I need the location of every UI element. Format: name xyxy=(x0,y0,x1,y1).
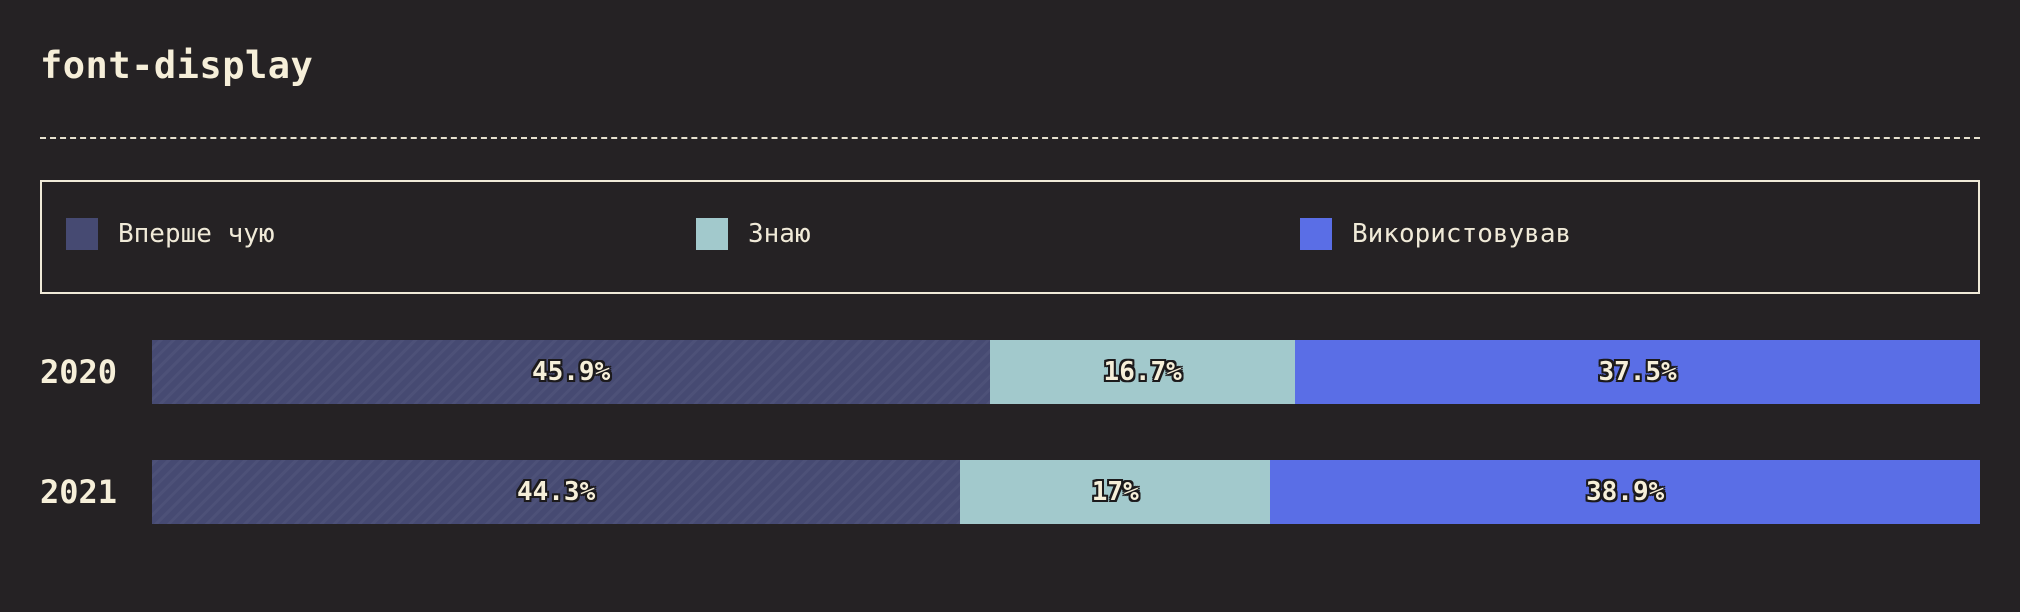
bar-segment-2020-2[interactable]: 37.5% xyxy=(1295,340,1980,404)
bar-segment-2021-0[interactable]: 44.3% xyxy=(152,460,961,524)
legend-swatch-1 xyxy=(696,218,728,250)
bar-segment-2020-1[interactable]: 16.7% xyxy=(990,340,1296,404)
bar-segment-2020-0[interactable]: 45.9% xyxy=(152,340,991,404)
legend-label-2: Використовував xyxy=(1352,219,1572,249)
bar-value-label: 44.3% xyxy=(516,477,596,507)
bar-value-label: 16.7% xyxy=(1103,357,1182,387)
legend-swatch-2 xyxy=(1300,218,1332,250)
bar-row-2020: 45.9% 16.7% 37.5% xyxy=(152,340,1980,404)
row-label-2020: 2020 xyxy=(40,353,118,391)
bar-value-label: 37.5% xyxy=(1598,357,1677,387)
bar-segment-2021-1[interactable]: 17% xyxy=(960,460,1271,524)
legend-item-0[interactable]: Вперше чую xyxy=(66,218,275,250)
title-divider xyxy=(40,137,1980,139)
bar-value-label: 17% xyxy=(1091,477,1139,507)
chart-title: font-display xyxy=(40,44,314,87)
legend-item-1[interactable]: Знаю xyxy=(696,218,811,250)
bar-value-label: 38.9% xyxy=(1586,477,1665,507)
bar-row-2021: 44.3% 17% 38.9% xyxy=(152,460,1980,524)
bar-value-label: 45.9% xyxy=(531,357,611,387)
row-label-2021: 2021 xyxy=(40,473,118,511)
legend-swatch-0 xyxy=(66,218,98,250)
bar-segment-2021-2[interactable]: 38.9% xyxy=(1270,460,1980,524)
legend-item-2[interactable]: Використовував xyxy=(1300,218,1571,250)
legend: Вперше чую Знаю Використовував xyxy=(40,180,1980,294)
legend-label-0: Вперше чую xyxy=(118,219,275,249)
legend-label-1: Знаю xyxy=(748,219,811,249)
